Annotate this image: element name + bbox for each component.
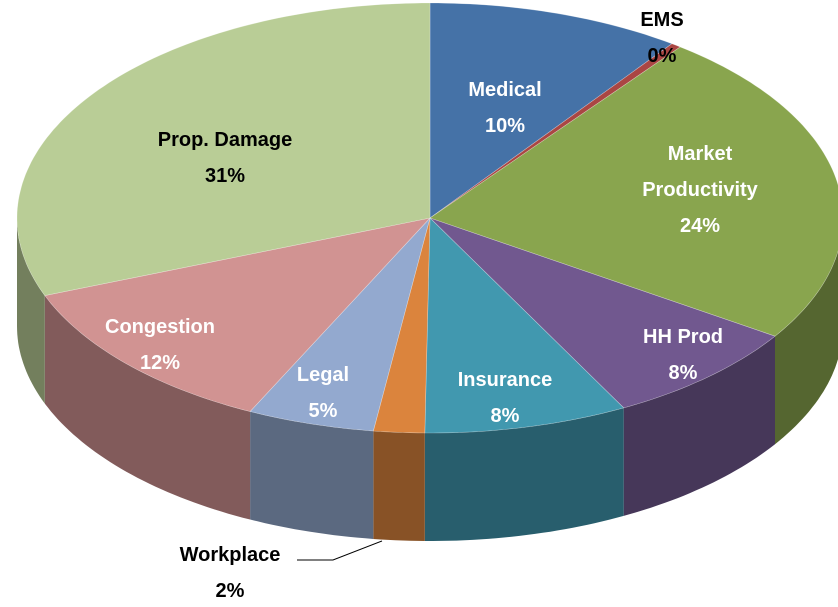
data-label: Legal 5% xyxy=(273,357,373,429)
slice-side xyxy=(250,411,374,539)
slice-side xyxy=(623,336,775,516)
label-category: Congestion xyxy=(105,316,215,338)
data-label: Prop. Damage 31% xyxy=(125,122,325,194)
label-category: Insurance xyxy=(457,369,553,391)
slice-side xyxy=(775,251,838,445)
label-value: 0% xyxy=(647,45,677,67)
label-value: 8% xyxy=(668,362,698,384)
label-category: Prop. Damage xyxy=(157,129,293,151)
label-value: 2% xyxy=(215,580,245,602)
data-label: Workplace 2% xyxy=(150,537,310,607)
data-label: HH Prod 8% xyxy=(603,319,763,391)
label-category: Workplace xyxy=(179,544,281,566)
slice xyxy=(429,43,681,219)
slice xyxy=(424,217,625,434)
label-category: HH Prod xyxy=(643,326,723,348)
data-label: Insurance 8% xyxy=(425,362,585,434)
label-value: 31% xyxy=(204,165,246,187)
slice-side xyxy=(373,431,425,541)
label-value: 5% xyxy=(308,400,338,422)
slice-side xyxy=(17,218,45,404)
label-category: EMS xyxy=(640,9,684,31)
slice-side xyxy=(424,407,624,541)
data-label: Congestion 12% xyxy=(80,309,240,381)
slice xyxy=(249,217,431,432)
label-category: Legal xyxy=(296,364,350,386)
label-value: 8% xyxy=(490,405,520,427)
slice xyxy=(429,217,776,409)
label-category: Market Productivity xyxy=(642,143,758,201)
label-category: Medical xyxy=(468,79,542,101)
label-value: 12% xyxy=(139,352,181,374)
leader-line xyxy=(297,540,383,561)
slice xyxy=(372,217,431,434)
slice xyxy=(429,2,673,219)
slice xyxy=(429,46,838,337)
slice-side xyxy=(44,295,251,520)
data-label: Medical 10% xyxy=(425,72,585,144)
data-label: Market Productivity 24% xyxy=(610,136,790,244)
label-value: 24% xyxy=(679,215,721,237)
slice xyxy=(16,2,431,296)
data-label: EMS 0% xyxy=(612,2,712,74)
label-value: 10% xyxy=(484,115,526,137)
slice xyxy=(44,217,431,412)
